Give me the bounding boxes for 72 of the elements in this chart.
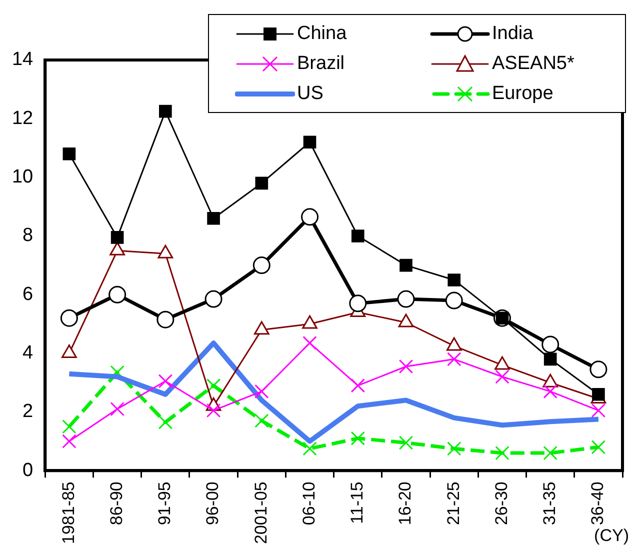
- point: [206, 378, 221, 393]
- point: [156, 310, 174, 328]
- point: [301, 208, 319, 226]
- legend-label: India: [492, 22, 534, 44]
- x-tick-label: 16-20: [396, 482, 415, 526]
- point: [255, 176, 268, 190]
- x-tick-label: 26-30: [492, 482, 511, 526]
- point: [350, 378, 365, 393]
- point: [254, 384, 269, 399]
- x-tick-label: 21-25: [444, 482, 463, 526]
- point: [446, 352, 462, 366]
- y-tick-label: 6: [22, 284, 34, 305]
- x-tick-label: 86-90: [106, 482, 126, 526]
- x-tick-label: 91-95: [155, 482, 174, 526]
- point: [398, 436, 414, 450]
- x-tick-label: 11-15: [348, 482, 367, 524]
- point: [350, 431, 365, 446]
- point: [158, 374, 173, 388]
- point: [60, 309, 78, 327]
- point: [159, 104, 172, 118]
- point: [108, 286, 126, 304]
- legend-label: ASEAN5*: [492, 52, 574, 74]
- point: [62, 420, 76, 434]
- point: [110, 402, 124, 416]
- point: [542, 336, 560, 354]
- legend-label: US: [297, 82, 324, 104]
- y-tick-label: 12: [12, 108, 34, 129]
- x-tick-label: 1981-85: [58, 482, 78, 544]
- y-tick-label: 14: [12, 49, 34, 70]
- point: [495, 370, 510, 384]
- point: [591, 403, 606, 418]
- legend-label: Brazil: [297, 52, 345, 74]
- x-tick-label: 06-10: [299, 482, 318, 526]
- point: [397, 290, 415, 308]
- point: [445, 292, 463, 310]
- point: [590, 360, 608, 378]
- point: [398, 359, 414, 374]
- y-tick-label: 8: [22, 225, 34, 246]
- point: [204, 290, 222, 308]
- point: [254, 414, 269, 428]
- x-tick-label: 96-00: [203, 482, 222, 526]
- point: [302, 442, 317, 456]
- point: [543, 384, 558, 399]
- point: [448, 274, 461, 286]
- point: [543, 446, 558, 460]
- x-tick-label: 36-40: [588, 482, 608, 526]
- point: [62, 147, 76, 160]
- point: [158, 415, 173, 430]
- point: [207, 212, 220, 225]
- point: [302, 336, 317, 350]
- point: [351, 230, 364, 242]
- point: [495, 446, 510, 460]
- x-tick-label: 31-35: [540, 482, 560, 526]
- point: [206, 403, 221, 418]
- point: [110, 231, 124, 244]
- x-tick-label: 2001-05: [251, 482, 270, 544]
- y-tick-label: 2: [22, 401, 34, 422]
- point: [591, 440, 606, 454]
- point: [252, 256, 270, 274]
- point: [400, 258, 412, 272]
- x-axis-title: (CY): [594, 526, 629, 546]
- point: [62, 434, 76, 448]
- y-tick-label: 0: [22, 460, 34, 481]
- point: [544, 352, 557, 366]
- point: [349, 294, 367, 312]
- y-tick-label: 4: [22, 342, 34, 364]
- point: [446, 442, 462, 456]
- legend-label: Europe: [492, 82, 554, 104]
- y-tick-label: 10: [12, 166, 34, 188]
- point: [592, 388, 605, 401]
- point: [303, 136, 316, 149]
- legend-label: China: [297, 22, 347, 44]
